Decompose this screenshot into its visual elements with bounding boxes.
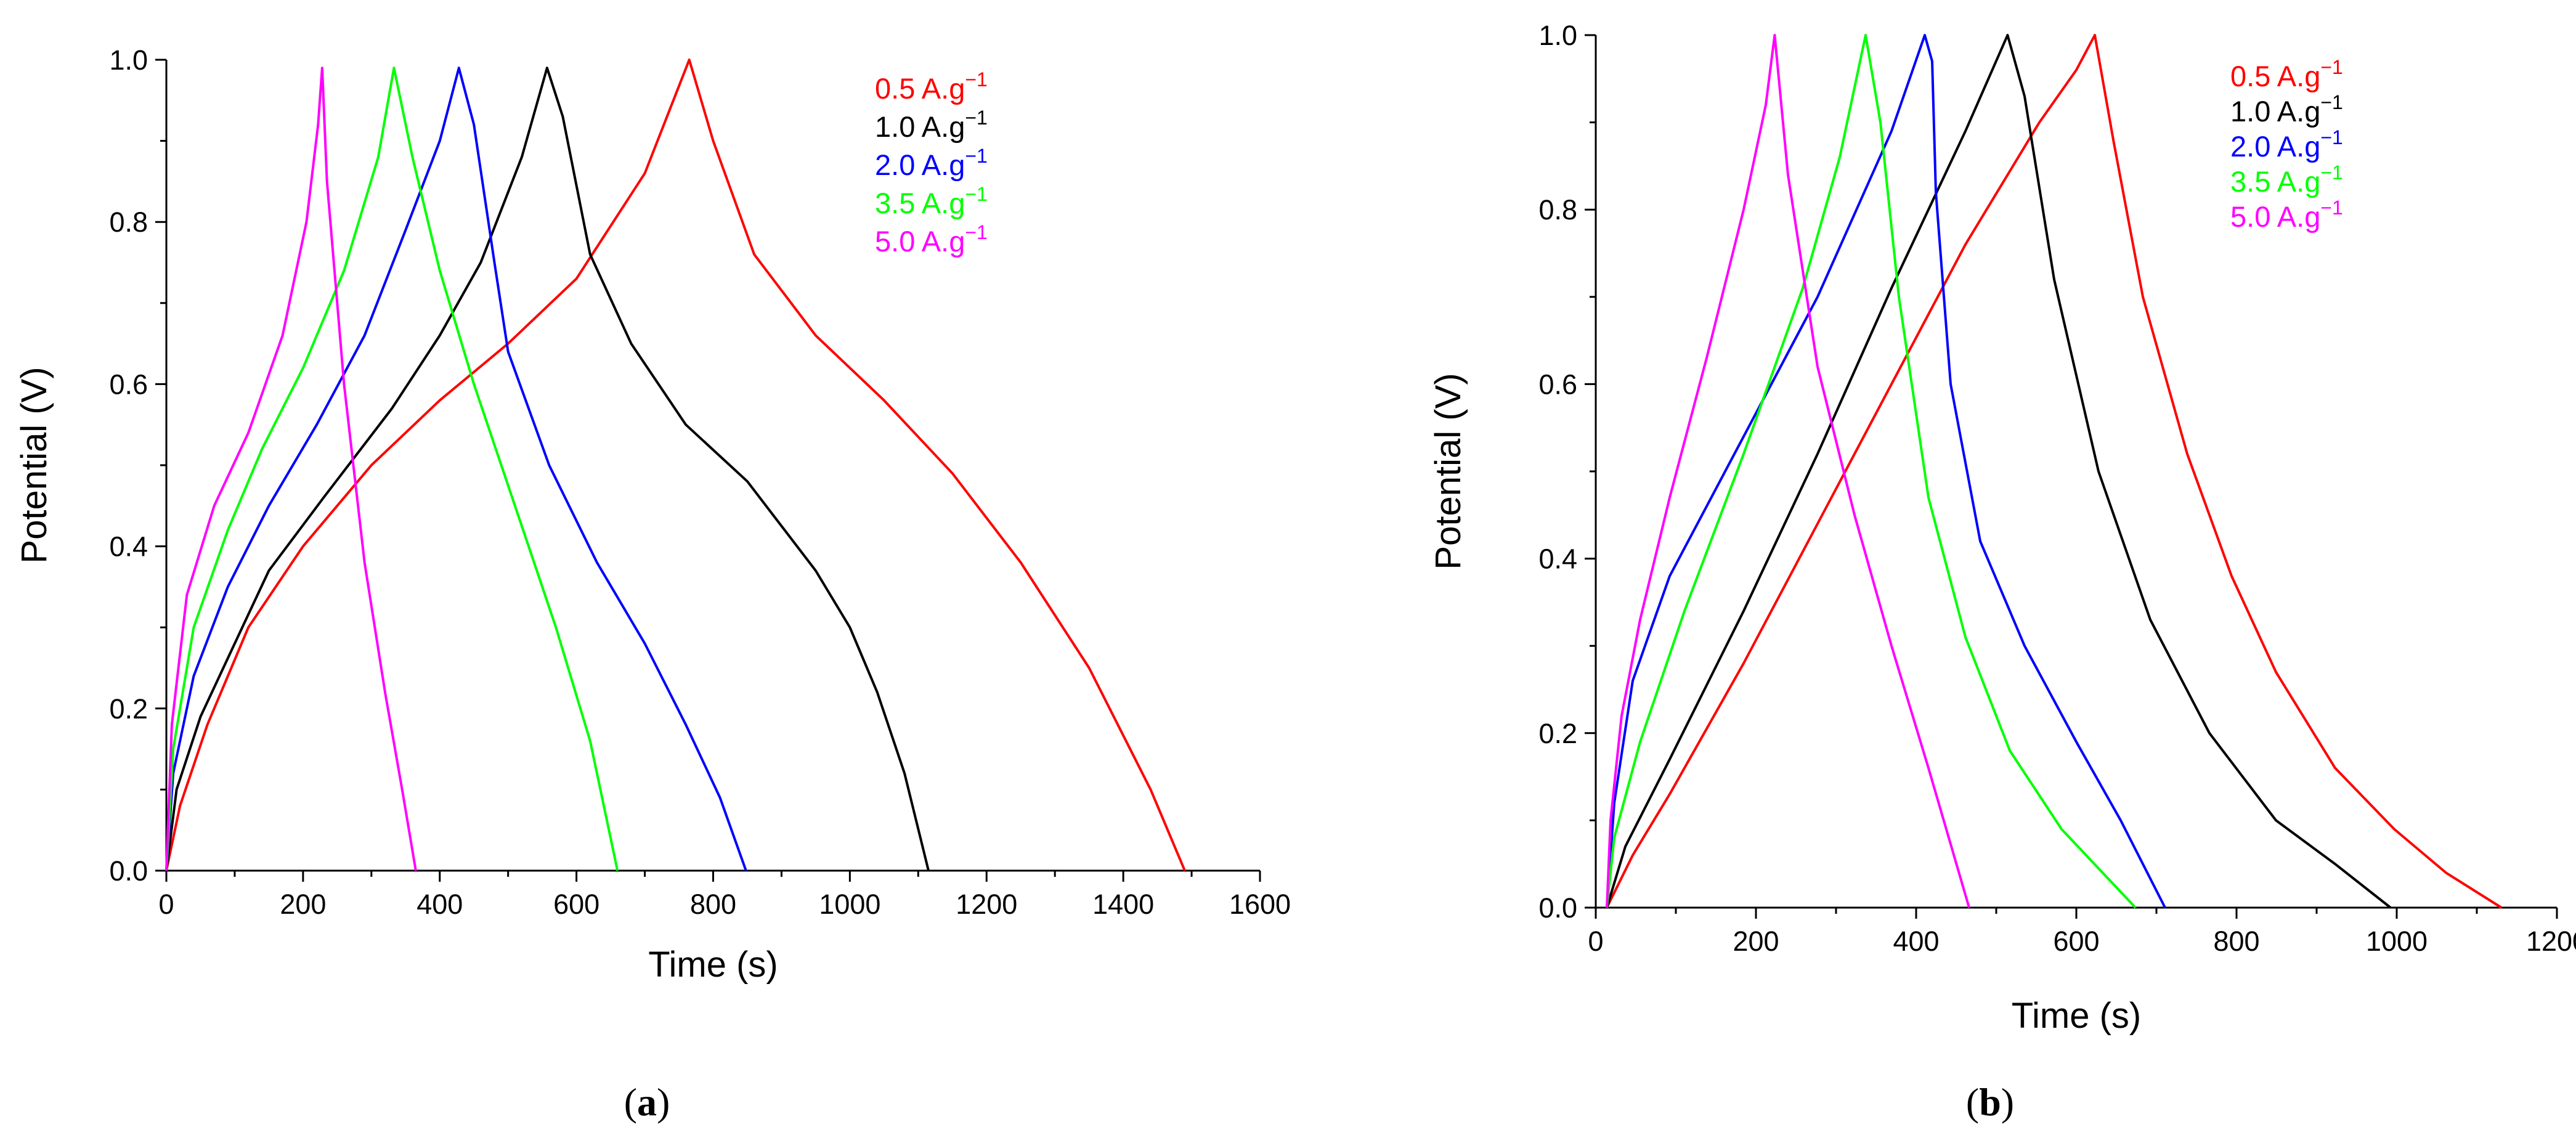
- panel-b-legend-superscript: −1: [2320, 161, 2342, 184]
- panel-a-x-tick-label: 1600: [1229, 889, 1291, 920]
- panel-b-legend-superscript: −1: [2320, 91, 2342, 113]
- panel-a-legend-superscript: −1: [965, 183, 987, 205]
- panel-a-x-tick-label: 800: [690, 889, 736, 920]
- panel-a-y-tick-label: 0.4: [109, 531, 148, 563]
- panel-b-x-tick-label: 1200: [2526, 925, 2576, 957]
- panel-a-y-tick-label: 0.2: [109, 693, 148, 725]
- panel-b-y-tick-label: 0.2: [1538, 718, 1577, 749]
- panel-b-legend-entry-4: 5.0 A.g−1: [2230, 197, 2343, 233]
- panel-b-series-line-0: [1606, 34, 2503, 909]
- panel-b-x-tick-label: 600: [2053, 925, 2099, 957]
- panel-b-y-tick-label: 0.4: [1538, 543, 1577, 575]
- panel-a-y-tick-label: 1.0: [109, 44, 148, 76]
- panel-b-x-tick-label: 200: [1733, 925, 1779, 957]
- panel-a-legend-entry-1: 1.0 A.g−1: [875, 107, 988, 143]
- panel-a-legend-entry-0: 0.5 A.g−1: [875, 68, 988, 105]
- panel-a-legend-superscript: −1: [965, 221, 987, 243]
- panel-a-x-tick-label: 600: [553, 889, 599, 920]
- panel-b-x-tick-label: 400: [1893, 925, 1939, 957]
- panel-a-legend-entry-4: 5.0 A.g−1: [875, 221, 988, 258]
- panel-a-x-tick-label: 0: [158, 889, 174, 920]
- panel-b-x-tick-label: 800: [2213, 925, 2259, 957]
- panel-b-caption: (b): [1966, 1080, 2014, 1124]
- panel-b-legend-superscript: −1: [2320, 126, 2342, 148]
- panel-a-x-tick-label: 1000: [819, 889, 880, 920]
- panel-a-legend-superscript: −1: [965, 68, 987, 91]
- panel-a-legend-superscript: −1: [965, 145, 987, 167]
- panel-a-x-tick-label: 400: [416, 889, 463, 920]
- panel-b-series-line-4: [1606, 34, 1970, 908]
- panel-b-series-line-2: [1606, 34, 2166, 908]
- panel-b-legend-superscript: −1: [2320, 56, 2342, 78]
- panel-a-series-line-2: [165, 67, 747, 871]
- panel-b-legend-entry-1: 1.0 A.g−1: [2230, 91, 2343, 128]
- panel-a-series-line-1: [165, 67, 930, 871]
- panel-b-y-tick-label: 0.0: [1538, 892, 1577, 924]
- panel-a-legend-entry-2: 2.0 A.g−1: [875, 145, 988, 181]
- panel-b-y-tick-label: 0.8: [1538, 194, 1577, 226]
- panel-b-series-line-1: [1606, 34, 2392, 909]
- panel-b-x-tick-label: 0: [1588, 925, 1603, 957]
- panel-b-y-tick-label: 1.0: [1538, 20, 1577, 51]
- panel-a-x-tick-label: 200: [280, 889, 326, 920]
- panel-a-x-tick-label: 1400: [1092, 889, 1154, 920]
- panel-b-legend-entry-3: 3.5 A.g−1: [2230, 161, 2343, 198]
- panel-b-y-axis-title: Potential (V): [1428, 373, 1468, 569]
- panel-a-legend-superscript: −1: [965, 107, 987, 129]
- panel-a-series-line-3: [165, 67, 619, 871]
- panel-a-series-line-0: [165, 59, 1186, 871]
- panel-a-series-line-4: [165, 67, 417, 871]
- panel-a-y-tick-label: 0.6: [109, 368, 148, 400]
- panel-a-x-tick-label: 1200: [956, 889, 1017, 920]
- panel-a-caption: (a): [624, 1080, 670, 1124]
- panel-a-y-tick-label: 0.8: [109, 206, 148, 238]
- panel-b-x-tick-label: 1000: [2366, 925, 2428, 957]
- panel-b-series-line-3: [1606, 34, 2137, 909]
- panel-b-legend-entry-2: 2.0 A.g−1: [2230, 126, 2343, 163]
- chart-panel-b: 0 200 400 600 800 1000 1200 0.0 0.2 0.4 0.6 0.8 1.0 T…: [1428, 20, 2576, 1124]
- panel-b-legend-entry-0: 0.5 A.g−1: [2230, 56, 2343, 92]
- panel-b-y-tick-label: 0.6: [1538, 368, 1577, 400]
- panel-a-legend-entry-3: 3.5 A.g−1: [875, 183, 988, 219]
- panel-a-y-tick-label: 0.0: [109, 855, 148, 887]
- panel-a-x-axis-title: Time (s): [648, 945, 778, 985]
- chart-panel-a: 0 200 400 600 800 1000 1200 1400 1600 0.0 0.2 0.4 0.…: [14, 44, 1291, 1124]
- panel-b-legend-superscript: −1: [2320, 197, 2342, 219]
- panel-a-y-axis-title: Potential (V): [14, 367, 54, 563]
- panel-b-x-axis-title: Time (s): [2012, 996, 2141, 1036]
